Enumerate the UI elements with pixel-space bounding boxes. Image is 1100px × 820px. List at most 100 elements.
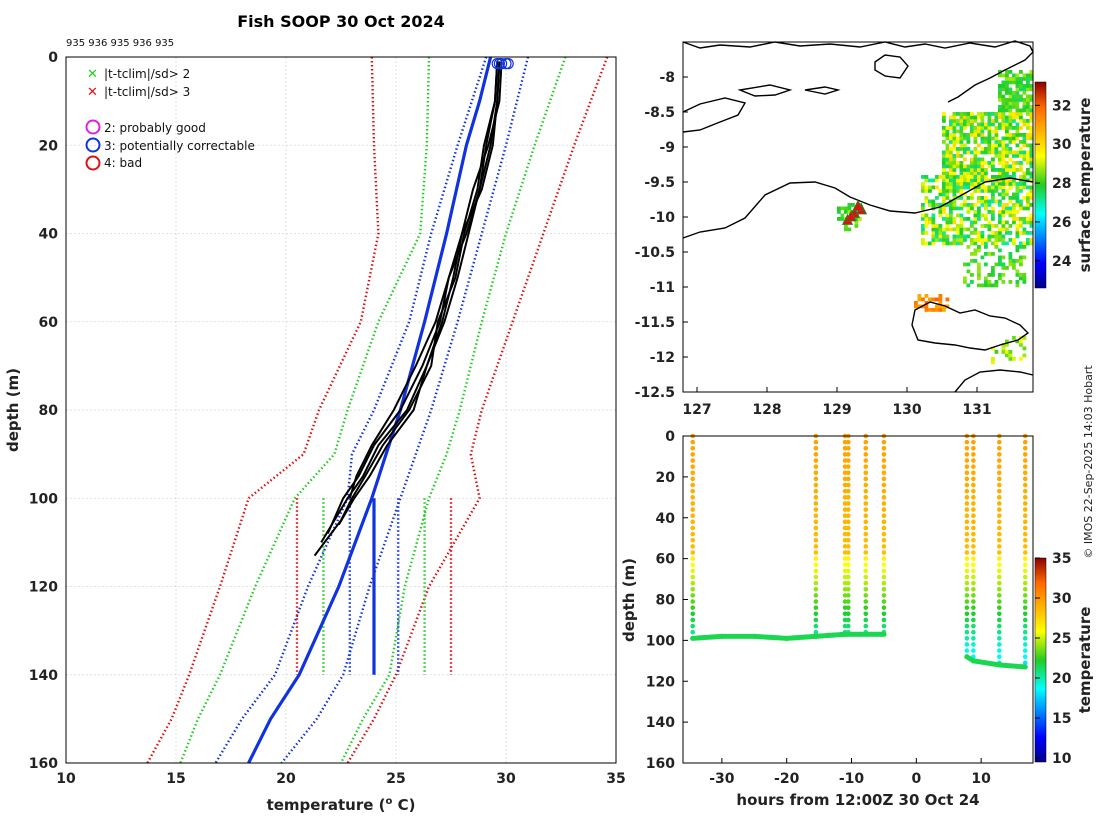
section-sample-point [690,568,696,574]
section-sample-point [863,562,869,568]
section-sample-point [813,501,819,506]
sst-cell [952,133,957,137]
sst-cell [956,189,960,193]
sst-cell [931,227,936,232]
sst-cell [1008,182,1013,186]
section-sample-point [813,495,819,500]
sst-cell [921,213,925,218]
sst-cell [984,224,988,228]
sst-cell [998,203,1002,207]
sst-cell [966,140,971,144]
sst-cell [1026,154,1030,158]
sst-cell [1008,94,1013,99]
sst-cell [956,224,960,228]
sst-cell [1001,213,1006,218]
section-sample-point [971,458,976,463]
temperature-profiles [313,58,514,557]
sst-cell [931,220,936,225]
sst-cell [942,196,946,200]
section-sample-point [964,519,970,525]
sst-cell [994,133,999,137]
sst-cell [987,147,992,151]
sst-cell [1005,350,1009,354]
sst-cell [942,168,946,172]
sst-cell [963,133,967,137]
section-sample-point [964,556,970,561]
sst-cell [970,280,974,284]
section-sample-point [971,470,976,476]
sst-cell [1015,122,1020,127]
sst-cell [970,231,974,235]
sst-cell [1026,108,1030,113]
sst-cell [1005,91,1009,95]
sst-cell [1019,224,1023,228]
profile-ytick-label: 40 [39,227,59,243]
sst-cell [952,136,957,141]
sst-cell [1015,224,1020,228]
sst-cell [973,189,978,193]
sst-cell [970,241,974,246]
sst-cell [921,297,925,302]
sst-cell [959,122,964,127]
sst-cell [1029,143,1034,148]
sst-cell [1029,129,1034,134]
sst-cell [1029,98,1034,102]
sst-cell [1008,280,1013,284]
sst-cell [959,143,964,148]
sst-cell [984,199,988,204]
sst-cell [991,213,995,218]
sst-cell [924,301,929,305]
section-sample-point [813,611,819,617]
sst-cell [994,150,999,155]
section-sample-point [813,458,819,463]
sst-cell [1012,98,1016,102]
sst-cell [970,273,974,277]
sst-cell [952,164,957,169]
sst-cell [970,161,974,165]
section-sample-point [842,593,848,598]
sst-cell [980,234,985,239]
sst-cell [966,150,971,155]
sst-cell [1001,140,1006,144]
section-sample-point [881,550,887,555]
sst-cell [924,178,929,183]
sst-cell [1019,87,1023,92]
sst-cell [998,227,1002,232]
section-sample-point [845,507,851,512]
sst-cell [945,157,950,162]
sst-cell [938,224,943,228]
sst-cell [984,175,988,179]
sst-cell [994,283,999,288]
sst-cell [970,115,974,120]
sst-cell [998,175,1002,179]
section-sample-point [690,525,696,531]
sst-cell [1026,126,1030,130]
sst-cell [949,227,953,232]
section-sample-point [845,623,851,629]
section-sample-point [813,439,819,445]
sst-cell [924,294,929,298]
sst-cell [1019,70,1023,74]
profile-xtick-label: 10 [56,771,76,787]
sst-cell [1022,196,1027,200]
sst-cell [987,238,992,242]
sst-cell [1029,185,1034,190]
sst-cell [1029,164,1034,169]
sst-cell [991,346,995,351]
section-sample-point [845,556,851,561]
profile-xtick-label: 30 [496,771,516,787]
sst-cell [931,231,936,235]
sst-cell [977,161,981,165]
sst-cell [942,164,946,169]
sst-cell [973,231,978,235]
sst-cell [1029,161,1034,165]
sst-cell [1012,175,1016,179]
sst-cell [956,185,960,190]
section-sample-point [842,488,848,494]
sst-cell [1022,157,1027,162]
section-sample-point [964,544,970,549]
sst-cell [1029,196,1034,200]
sst-cell [959,217,964,221]
sst-cell [942,150,946,155]
